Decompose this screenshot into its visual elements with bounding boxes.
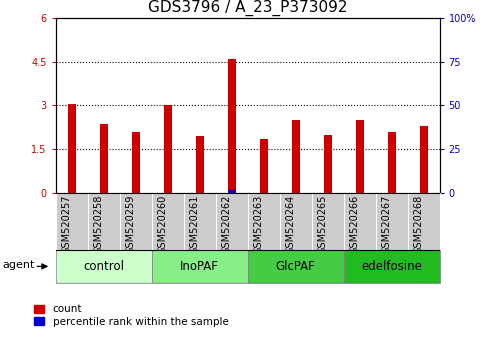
Bar [131, 132, 140, 193]
Bar [292, 120, 299, 193]
Bar [420, 126, 427, 193]
Text: control: control [83, 260, 124, 273]
Bar [248, 193, 280, 250]
Text: GSM520260: GSM520260 [157, 195, 168, 254]
Text: GSM520261: GSM520261 [189, 195, 199, 254]
Bar [280, 193, 312, 250]
Bar [196, 136, 203, 193]
Bar [324, 135, 331, 193]
Bar [184, 193, 215, 250]
Bar [343, 193, 376, 250]
Text: GSM520266: GSM520266 [350, 195, 359, 254]
Bar [99, 124, 108, 193]
Text: GSM520265: GSM520265 [317, 195, 327, 254]
Text: GSM520258: GSM520258 [94, 195, 103, 254]
Bar [376, 193, 408, 250]
Text: GSM520268: GSM520268 [413, 195, 424, 254]
Bar [56, 193, 87, 250]
Bar [164, 105, 171, 193]
Text: agent: agent [3, 260, 35, 270]
Bar [120, 193, 152, 250]
Bar [152, 250, 248, 283]
Text: edelfosine: edelfosine [361, 260, 422, 273]
Text: GSM520267: GSM520267 [382, 195, 392, 254]
Bar [355, 120, 364, 193]
Bar [408, 193, 440, 250]
Bar [152, 193, 184, 250]
Bar [343, 250, 440, 283]
Bar [227, 58, 236, 193]
Bar [248, 250, 343, 283]
Text: GSM520264: GSM520264 [285, 195, 296, 254]
Text: InoPAF: InoPAF [180, 260, 219, 273]
Text: GSM520262: GSM520262 [222, 195, 231, 254]
Bar [387, 132, 396, 193]
Legend: count, percentile rank within the sample: count, percentile rank within the sample [34, 304, 228, 326]
Title: GDS3796 / A_23_P373092: GDS3796 / A_23_P373092 [148, 0, 347, 16]
Bar [259, 139, 268, 193]
Text: GSM520263: GSM520263 [254, 195, 264, 254]
Bar [215, 193, 248, 250]
Text: GSM520257: GSM520257 [61, 195, 71, 254]
Text: GlcPAF: GlcPAF [276, 260, 315, 273]
Text: GSM520259: GSM520259 [126, 195, 136, 254]
Bar [227, 190, 236, 193]
Bar [87, 193, 120, 250]
Bar [68, 104, 75, 193]
Bar [56, 250, 152, 283]
Bar [312, 193, 343, 250]
